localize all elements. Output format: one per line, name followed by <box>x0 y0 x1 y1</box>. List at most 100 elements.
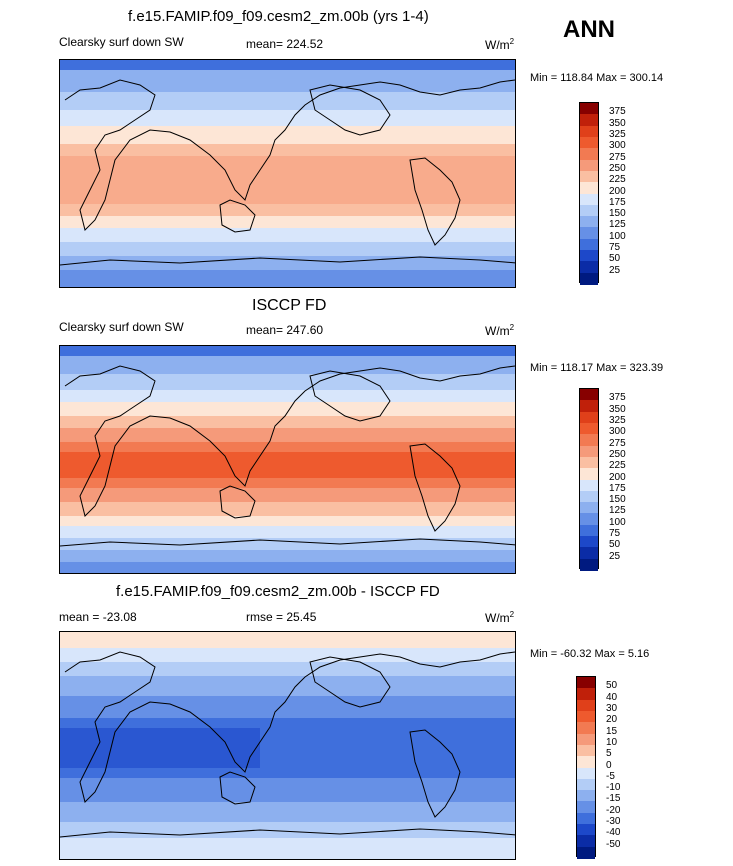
colorbar-cell <box>577 778 595 791</box>
colorbar-cell <box>580 193 598 206</box>
colorbar-cell <box>580 547 598 560</box>
panel3-mean: mean = -23.08 <box>59 610 137 624</box>
colorbar-cell <box>580 159 598 172</box>
colorbar-tick-label: 375 <box>609 392 626 404</box>
colorbar-tick-label: 300 <box>609 426 626 438</box>
colorbar-tick-label: 175 <box>609 196 626 208</box>
colorbar-tick-label: 350 <box>609 117 626 129</box>
panel3-colorbar <box>576 676 596 859</box>
colorbar-cell <box>580 182 598 194</box>
colorbar-cell <box>577 812 595 825</box>
panel2-mean: mean= 247.60 <box>246 323 324 337</box>
panel1-colorbar <box>579 102 599 285</box>
colorbar-cell <box>577 801 595 814</box>
colorbar-cell <box>580 238 598 251</box>
colorbar-tick-label: 125 <box>609 219 626 231</box>
colorbar-cell <box>580 136 598 149</box>
colorbar-cell <box>580 114 598 127</box>
colorbar-cell <box>580 103 598 115</box>
colorbar-cell <box>577 710 595 723</box>
colorbar-cell <box>580 468 598 480</box>
colorbar-cell <box>580 456 598 469</box>
colorbar-cell <box>577 722 595 735</box>
colorbar-cell <box>577 688 595 701</box>
colorbar-tick-label: 5 <box>606 748 612 760</box>
colorbar-tick-label: 25 <box>609 264 621 276</box>
colorbar-cell <box>577 733 595 746</box>
colorbar-cell <box>580 389 598 401</box>
colorbar-tick-label: 300 <box>609 140 626 152</box>
colorbar-cell <box>577 790 595 802</box>
colorbar-cell <box>580 227 598 240</box>
panel3-minmax: Min = -60.32 Max = 5.16 <box>530 648 650 660</box>
panel1-minmax: Min = 118.84 Max = 300.14 <box>530 72 664 84</box>
colorbar-tick-label: 15 <box>606 725 618 737</box>
colorbar-tick-label: 175 <box>609 482 626 494</box>
colorbar-tick-label: 10 <box>606 736 618 748</box>
colorbar-cell <box>580 422 598 435</box>
colorbar-cell <box>580 170 598 183</box>
colorbar-tick-label: 200 <box>609 185 626 197</box>
colorbar-tick-label: 150 <box>609 208 626 220</box>
colorbar-tick-label: 375 <box>609 106 626 118</box>
panel2-minmax: Min = 118.17 Max = 323.39 <box>530 362 664 374</box>
colorbar-cell <box>580 524 598 537</box>
colorbar-tick-label: 125 <box>609 505 626 517</box>
colorbar-cell <box>580 490 598 503</box>
colorbar-tick-label: 50 <box>609 253 621 265</box>
colorbar-tick-label: 0 <box>606 759 612 771</box>
colorbar-cell <box>580 479 598 492</box>
colorbar-tick-label: -40 <box>606 827 621 839</box>
colorbar-cell <box>580 502 598 514</box>
colorbar-tick-label: 25 <box>609 550 621 562</box>
colorbar-tick-label: 225 <box>609 460 626 472</box>
colorbar-cell <box>577 767 595 780</box>
colorbar-cell <box>580 125 598 138</box>
colorbar-cell <box>580 411 598 424</box>
panel2-map <box>59 345 516 574</box>
panel3-units: W/m2 <box>485 610 515 625</box>
panel2-variable: Clearsky surf down SW <box>59 320 184 334</box>
colorbar-cell <box>577 756 595 768</box>
colorbar-tick-label: 325 <box>609 128 626 140</box>
colorbar-tick-label: -15 <box>606 793 621 805</box>
colorbar-cell <box>580 558 598 571</box>
colorbar-cell <box>580 272 598 285</box>
colorbar-tick-label: 100 <box>609 516 626 528</box>
panel3-title: f.e15.FAMIP.f09_f09.cesm2_zm.00b - ISCCP… <box>116 583 440 600</box>
colorbar-cell <box>577 744 595 757</box>
colorbar-cell <box>577 699 595 712</box>
colorbar-tick-label: 30 <box>606 702 618 714</box>
colorbar-cell <box>580 400 598 413</box>
colorbar-tick-label: -20 <box>606 804 621 816</box>
colorbar-cell <box>580 536 598 548</box>
colorbar-tick-label: 275 <box>609 437 626 449</box>
panel1-units: W/m2 <box>485 37 515 52</box>
panel3-rmse: rmse = 25.45 <box>246 610 317 624</box>
panel2-units: W/m2 <box>485 323 515 338</box>
colorbar-tick-label: -5 <box>606 770 615 782</box>
colorbar-cell <box>577 677 595 689</box>
colorbar-cell <box>580 261 598 274</box>
colorbar-tick-label: -10 <box>606 782 621 794</box>
colorbar-cell <box>580 445 598 458</box>
colorbar-cell <box>577 824 595 836</box>
colorbar-tick-label: 40 <box>606 691 618 703</box>
colorbar-tick-label: -50 <box>606 838 621 850</box>
colorbar-cell <box>580 204 598 217</box>
panel1-mean: mean= 224.52 <box>246 37 324 51</box>
colorbar-tick-label: 100 <box>609 230 626 242</box>
colorbar-cell <box>580 250 598 262</box>
colorbar-cell <box>580 434 598 447</box>
season-label: ANN <box>563 16 615 43</box>
panel1-map <box>59 59 516 288</box>
colorbar-cell <box>580 216 598 228</box>
colorbar-cell <box>580 513 598 526</box>
colorbar-tick-label: 75 <box>609 242 621 254</box>
panel1-variable: Clearsky surf down SW <box>59 35 184 49</box>
panel1-title: f.e15.FAMIP.f09_f09.cesm2_zm.00b (yrs 1-… <box>128 8 429 25</box>
colorbar-tick-label: 250 <box>609 162 626 174</box>
colorbar-tick-label: 325 <box>609 414 626 426</box>
colorbar-cell <box>577 835 595 848</box>
panel2-title: ISCCP FD <box>252 297 327 314</box>
